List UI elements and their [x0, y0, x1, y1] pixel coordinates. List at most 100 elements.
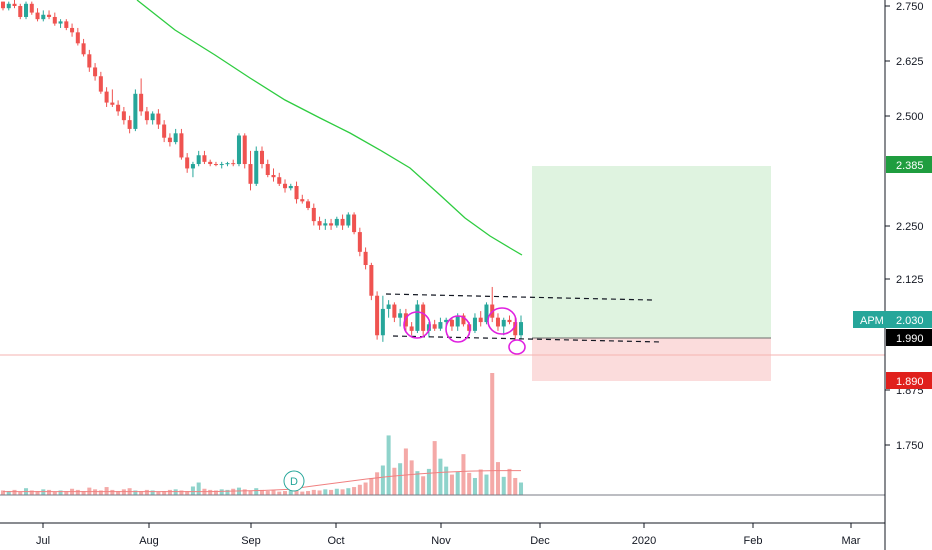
volume-bar [93, 489, 98, 495]
candle-body [156, 113, 161, 125]
candle [121, 106, 126, 125]
target-price-badge[interactable]: 2.385 [886, 156, 932, 173]
symbol-badge-text: APM [860, 315, 884, 327]
candle-body [58, 21, 63, 24]
volume-bar [472, 477, 477, 495]
time-tick-label: Oct [327, 535, 344, 547]
volume-bar [323, 489, 328, 495]
candle [29, 1, 34, 15]
volume-bar [340, 489, 345, 495]
highlight-circle[interactable] [508, 339, 526, 355]
candle-body [12, 3, 17, 6]
loss-zone[interactable] [532, 338, 771, 381]
candle [398, 308, 403, 327]
candle [283, 179, 288, 193]
volume-bar [265, 491, 270, 495]
volume-bar [357, 484, 362, 495]
candle-body [283, 183, 288, 189]
volume-bar [415, 471, 420, 495]
symbol-badge[interactable]: APM [853, 311, 886, 328]
target-price-badge-box [886, 156, 932, 173]
candle-body [277, 177, 282, 184]
profit-zone[interactable] [532, 166, 771, 338]
candle [173, 128, 178, 145]
volume-bar [133, 490, 138, 495]
volume-bar [248, 490, 253, 495]
candle-body [81, 43, 86, 55]
current-price-badge[interactable]: 2.030 [886, 311, 932, 328]
candle [35, 8, 40, 22]
highlight-circle[interactable] [403, 311, 431, 339]
candle-body [294, 185, 299, 200]
candle-body [179, 133, 184, 158]
volume-bar [449, 474, 454, 495]
volume-bar [306, 491, 311, 495]
volume-bar [444, 466, 449, 495]
time-axis[interactable]: Jul Aug Sep Oct Nov Dec 2020 Feb Mar [36, 523, 861, 547]
candle [52, 12, 57, 26]
volume-bar [329, 489, 334, 495]
candle [432, 319, 437, 331]
volume-bar [495, 462, 500, 495]
candle-body [98, 76, 103, 92]
candle [139, 78, 144, 116]
candle [484, 302, 489, 325]
candle-body [121, 111, 126, 121]
candle-body [415, 304, 420, 331]
candle-body [329, 223, 334, 226]
candle [375, 291, 380, 340]
stop-price-badge[interactable]: 1.890 [886, 372, 932, 389]
time-tick-label: Mar [842, 535, 861, 547]
dividend-marker[interactable] [283, 470, 305, 492]
candle-body [64, 21, 69, 28]
candle-body [432, 324, 437, 329]
candle-body [202, 155, 207, 162]
candle [87, 49, 92, 72]
candle [265, 159, 270, 178]
candle [41, 10, 46, 22]
volume-bar [167, 489, 172, 495]
candle-body [300, 199, 305, 202]
candle [12, 0, 17, 9]
entry-price-badge[interactable]: 1.990 [886, 329, 932, 346]
candle-body [455, 315, 460, 327]
volume-bar [294, 490, 299, 495]
candle-body [52, 16, 57, 24]
candle-body [190, 164, 195, 169]
candle [127, 115, 132, 134]
time-tick-label: Jul [36, 535, 50, 547]
candle-body [501, 319, 506, 327]
candle [213, 161, 218, 167]
candle-body [24, 3, 29, 17]
price-tick-label: 2.125 [896, 274, 924, 286]
candle-body [127, 120, 132, 129]
candle [196, 150, 201, 167]
candle [329, 218, 334, 230]
candle-body [334, 218, 339, 226]
candle [254, 146, 259, 186]
volume-bar [98, 490, 103, 495]
volume-bar [380, 465, 385, 495]
candle-body [173, 133, 178, 143]
volume-bar [432, 441, 437, 495]
candle-body [438, 322, 443, 329]
candle-body [196, 155, 201, 165]
candle [472, 313, 477, 334]
volume-bar [438, 458, 443, 495]
volume-bar [288, 489, 293, 495]
volume-bar [259, 489, 265, 495]
volume-bar [375, 472, 380, 495]
highlight-circle[interactable] [487, 307, 517, 335]
candle-body [421, 304, 426, 331]
candle [340, 214, 345, 230]
volume-bar [392, 467, 397, 495]
highlight-circle[interactable] [445, 315, 471, 343]
candle [225, 161, 230, 167]
candle-body [41, 14, 46, 20]
candle-body [104, 91, 109, 103]
volume-bar [277, 491, 282, 495]
candle-body [110, 102, 115, 105]
candle [277, 172, 282, 186]
